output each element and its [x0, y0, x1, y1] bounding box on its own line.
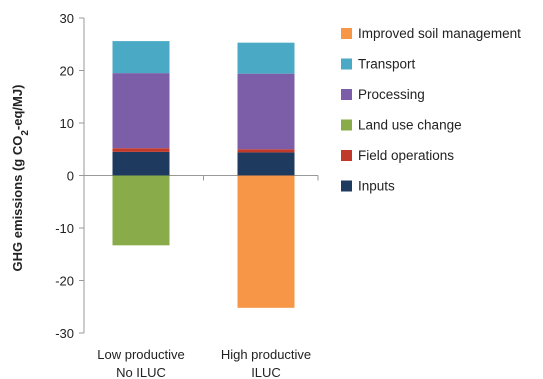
legend-label: Processing — [358, 87, 425, 102]
y-tick-label: 30 — [60, 11, 74, 26]
svg-text:GHG emissions (g CO2-eq/MJ): GHG emissions (g CO2-eq/MJ) — [10, 85, 31, 272]
category-label-line2: No ILUC — [116, 365, 166, 379]
bar-segment-inputs — [112, 151, 170, 176]
legend-label: Improved soil management — [358, 26, 521, 41]
bars — [112, 41, 295, 308]
y-tick-label: -20 — [55, 274, 74, 289]
y-tick-label: 10 — [60, 116, 74, 131]
category-labels: Low productive No ILUC High productive ILUC — [97, 347, 311, 379]
legend-swatch — [341, 119, 352, 131]
legend-label: Transport — [358, 57, 416, 72]
bar-segment-processing — [112, 73, 170, 149]
bar-segment-field-operations — [112, 148, 170, 152]
legend-swatch — [341, 180, 352, 192]
y-tick-label: -30 — [55, 326, 74, 341]
y-axis-label-prefix: GHG emissions (g CO — [10, 136, 25, 272]
y-axis-label-suffix: -eq/MJ) — [10, 85, 25, 131]
y-tick-label: -10 — [55, 221, 74, 236]
legend-label: Inputs — [358, 179, 395, 194]
bar-segment-transport — [237, 42, 295, 74]
bar-segment-transport — [112, 41, 170, 74]
category-label-line1: High productive — [221, 347, 311, 362]
legend-swatch — [341, 150, 352, 161]
bar-segment-improved-soil-management — [237, 175, 295, 308]
category-label-line1: Low productive — [97, 347, 184, 362]
legend-label: Land use change — [358, 118, 462, 133]
y-tick-label: 20 — [60, 64, 74, 79]
legend-label: Field operations — [358, 148, 454, 163]
legend-swatch — [341, 58, 352, 70]
y-tick-labels: -30 -20 -10 0 10 20 30 — [55, 11, 74, 341]
y-tick-label: 0 — [67, 169, 74, 184]
legend: Improved soil management Transport Process… — [341, 26, 521, 194]
legend-swatch — [341, 89, 352, 100]
bar-segment-inputs — [237, 152, 295, 176]
legend-swatch — [341, 28, 352, 39]
category-label-line2: ILUC — [251, 365, 281, 379]
bar-segment-processing — [237, 73, 295, 150]
bar-segment-land-use-change — [112, 175, 170, 246]
bar-segment-field-operations — [237, 149, 295, 153]
y-axis-label-subscript: 2 — [20, 130, 31, 136]
y-axis-label: GHG emissions (g CO2-eq/MJ) — [10, 85, 31, 272]
